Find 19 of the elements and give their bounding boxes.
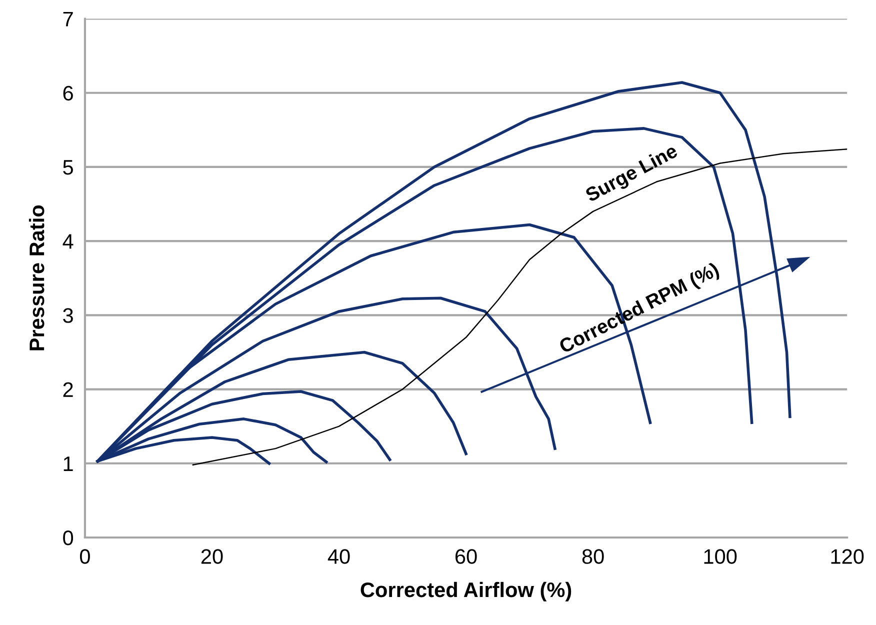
x-tick-label: 80 [582,549,604,564]
x-tick-label: 0 [80,549,90,564]
annotation: Surge Line [584,143,680,206]
y-tick-label: 0 [63,530,74,546]
x-tick-label: 20 [201,549,223,564]
y-tick-label: 1 [64,456,73,471]
x-axis-title: Corrected Airflow (%) [360,582,572,602]
y-tick-label: 5 [63,160,73,175]
y-tick-label: 3 [63,308,73,323]
y-tick-label: 6 [63,86,73,101]
y-tick-label: 4 [62,234,74,249]
x-tick-label: 100 [704,549,737,564]
y-tick-label: 2 [63,382,73,397]
x-tick-label: 60 [456,549,477,564]
y-axis-title: Pressure Ratio [28,205,44,350]
y-tick-label: 7 [63,12,73,26]
line-series [192,148,848,466]
x-tick-label: 120 [831,549,864,564]
x-tick-label: 40 [328,549,350,564]
